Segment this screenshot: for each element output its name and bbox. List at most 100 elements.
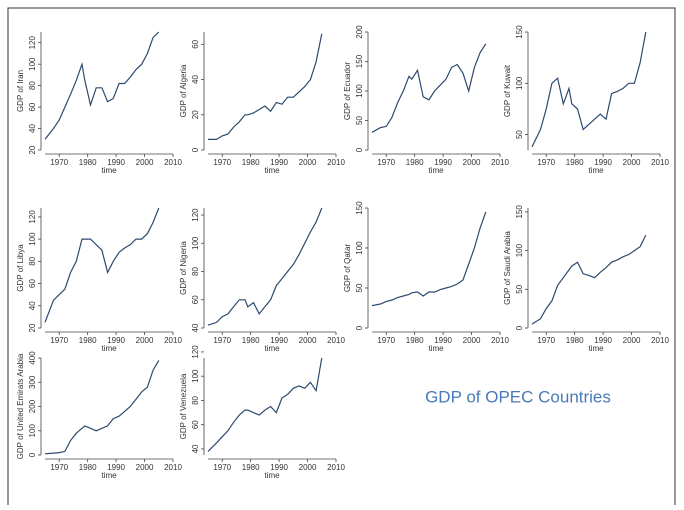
y-tick-label: 80: [28, 81, 37, 90]
x-tick-label: 1990: [270, 463, 288, 472]
x-tick-label: 2000: [623, 336, 641, 345]
y-tick-label: 200: [355, 25, 364, 39]
x-tick-label: 2010: [164, 158, 182, 167]
x-tick-label: 2000: [623, 158, 641, 167]
x-tick-label: 2010: [491, 158, 509, 167]
x-tick-label: 1990: [270, 336, 288, 345]
y-axis-label: GDP of Nigeria: [179, 241, 188, 295]
x-tick-label: 1980: [242, 158, 260, 167]
x-tick-label: 1980: [406, 158, 424, 167]
y-tick-label: 0: [355, 147, 364, 152]
x-tick-label: 1980: [242, 463, 260, 472]
x-tick-label: 2010: [164, 336, 182, 345]
y-tick-label: 60: [191, 39, 200, 48]
x-tick-label: 1970: [377, 336, 395, 345]
x-tick-label: 1980: [566, 158, 584, 167]
y-tick-label: 80: [191, 267, 200, 276]
x-tick-label: 2010: [651, 336, 669, 345]
y-tick-label: 100: [191, 369, 200, 383]
x-axis-label: time: [264, 471, 280, 480]
x-tick-label: 2000: [136, 463, 154, 472]
data-line: [207, 357, 323, 452]
x-tick-label: 1990: [107, 158, 125, 167]
x-tick-label: 2000: [463, 336, 481, 345]
x-tick-label: 2010: [327, 336, 345, 345]
y-tick-label: 20: [28, 145, 37, 154]
y-tick-label: 100: [191, 236, 200, 250]
x-tick-label: 2000: [463, 158, 481, 167]
x-tick-label: 1990: [594, 158, 612, 167]
data-line: [371, 43, 487, 133]
y-tick-label: 50: [515, 130, 524, 139]
y-tick-label: 100: [355, 84, 364, 98]
x-tick-label: 1980: [406, 336, 424, 345]
y-tick-label: 200: [28, 399, 37, 413]
x-axis-label: time: [101, 471, 117, 480]
x-tick-label: 1990: [270, 158, 288, 167]
y-tick-label: 80: [28, 256, 37, 265]
x-tick-label: 1980: [242, 336, 260, 345]
y-axis-label: GDP of Saudi Arabia: [503, 231, 512, 305]
y-axis-label: GDP of Ecuador: [343, 62, 352, 120]
data-line: [208, 33, 323, 140]
x-tick-label: 1980: [79, 463, 97, 472]
y-tick-label: 60: [28, 102, 37, 111]
y-tick-label: 40: [191, 444, 200, 453]
data-line: [44, 207, 160, 323]
y-tick-label: 100: [28, 232, 37, 246]
x-tick-label: 2010: [164, 463, 182, 472]
x-tick-label: 1970: [537, 336, 555, 345]
x-axis-label: time: [428, 166, 444, 175]
y-tick-label: 300: [28, 375, 37, 389]
x-tick-label: 2000: [299, 158, 317, 167]
x-axis-label: time: [588, 166, 604, 175]
y-tick-label: 50: [355, 116, 364, 125]
x-tick-label: 1970: [377, 158, 395, 167]
y-axis-label: GDP of Libya: [16, 244, 25, 292]
y-tick-label: 0: [515, 325, 524, 330]
y-tick-label: 120: [28, 210, 37, 224]
y-axis-label: GDP of Kuwait: [503, 64, 512, 117]
x-axis-label: time: [428, 344, 444, 353]
x-tick-label: 2010: [651, 158, 669, 167]
x-tick-label: 1990: [434, 158, 452, 167]
data-line: [531, 234, 647, 325]
x-tick-label: 1980: [79, 336, 97, 345]
y-tick-label: 400: [28, 351, 37, 365]
frame: [7, 7, 676, 510]
y-tick-label: 150: [515, 205, 524, 219]
x-tick-label: 1970: [537, 158, 555, 167]
x-tick-label: 1990: [594, 336, 612, 345]
y-tick-label: 0: [191, 147, 200, 152]
data-line: [207, 207, 323, 326]
x-tick-label: 1990: [107, 336, 125, 345]
y-tick-label: 20: [191, 110, 200, 119]
x-tick-label: 2000: [136, 158, 154, 167]
x-tick-label: 1970: [50, 463, 68, 472]
y-tick-label: 100: [28, 424, 37, 438]
x-axis-label: time: [588, 344, 604, 353]
x-tick-label: 2000: [299, 463, 317, 472]
y-tick-label: 60: [191, 420, 200, 429]
x-tick-label: 2000: [136, 336, 154, 345]
x-tick-label: 1970: [213, 463, 231, 472]
y-tick-label: 100: [28, 57, 37, 71]
y-tick-label: 40: [28, 124, 37, 133]
x-tick-label: 2010: [327, 158, 345, 167]
y-tick-label: 100: [515, 76, 524, 90]
x-axis-label: time: [264, 344, 280, 353]
y-tick-label: 80: [191, 395, 200, 404]
y-tick-label: 60: [28, 279, 37, 288]
x-tick-label: 1970: [50, 336, 68, 345]
x-tick-label: 1970: [213, 158, 231, 167]
y-tick-label: 40: [28, 301, 37, 310]
y-tick-label: 40: [191, 75, 200, 84]
y-tick-label: 100: [515, 243, 524, 257]
y-axis-label: GDP of Qatar: [343, 244, 352, 293]
x-tick-label: 1970: [213, 336, 231, 345]
x-tick-label: 1970: [50, 158, 68, 167]
y-tick-label: 120: [28, 36, 37, 50]
y-tick-label: 60: [191, 295, 200, 304]
